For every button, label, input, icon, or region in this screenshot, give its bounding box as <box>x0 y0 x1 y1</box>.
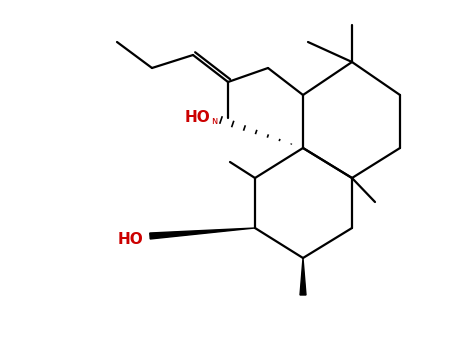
Polygon shape <box>300 258 306 295</box>
Text: ɴ: ɴ <box>211 116 217 126</box>
Polygon shape <box>150 228 255 239</box>
Text: HO: HO <box>185 111 211 126</box>
Text: HO: HO <box>118 232 144 247</box>
